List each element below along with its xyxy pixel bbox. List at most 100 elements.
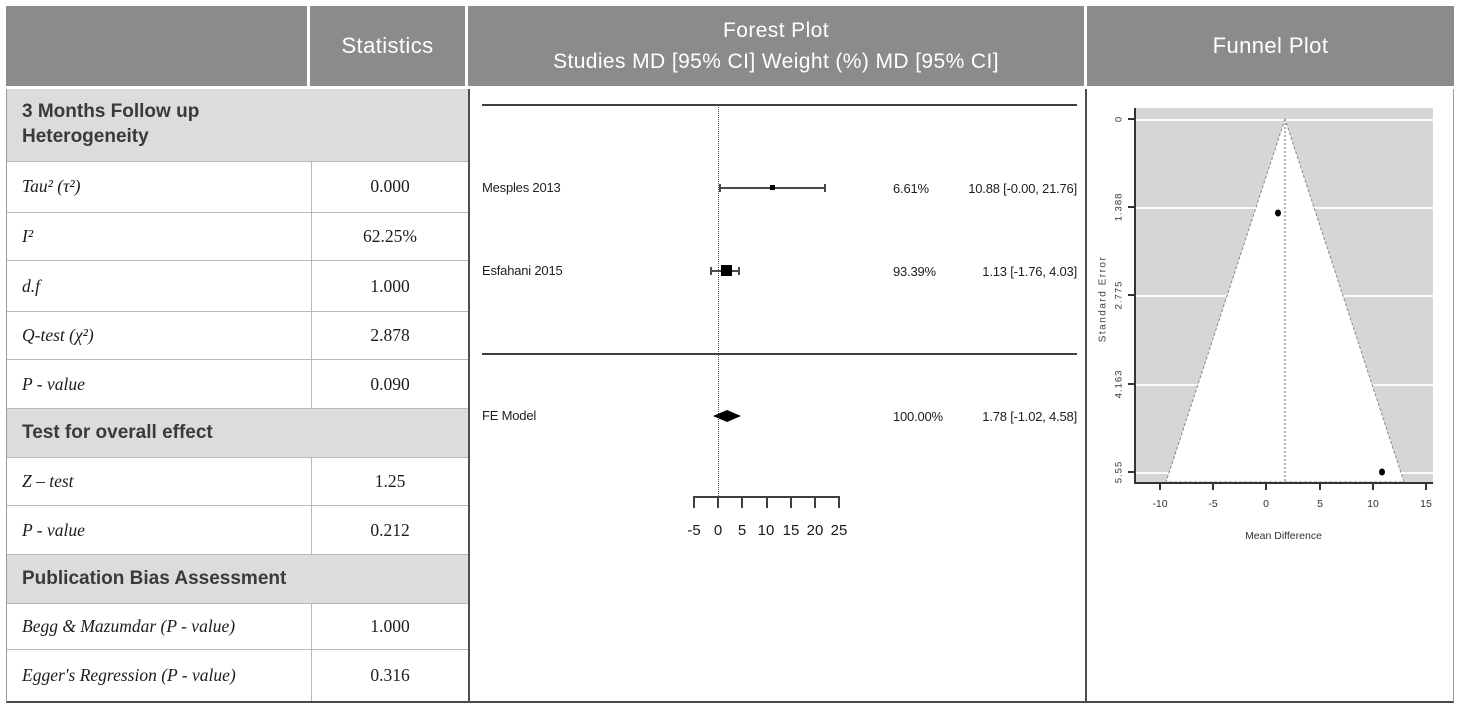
table-row: Tau² (τ²) 0.000 — [7, 160, 468, 212]
forest-plot-title: Forest Plot — [723, 18, 829, 42]
statistics-table: 3 Months Follow up Heterogeneity Tau² (τ… — [6, 89, 468, 703]
y-tick-label: 2.775 — [1113, 280, 1125, 310]
row-value: 0.316 — [311, 650, 468, 701]
axis-tick-label: 5 — [737, 522, 747, 539]
study-label: Esfahani 2015 — [482, 263, 563, 278]
header-cell-statistics: Statistics — [310, 6, 465, 86]
table-row: d.f 1.000 — [7, 260, 468, 312]
row-value: 1.000 — [311, 604, 468, 650]
summary-weight: 100.00% — [893, 409, 943, 424]
table-row: P - value 0.090 — [7, 359, 468, 408]
table-row: Z – test 1.25 — [7, 456, 468, 505]
row-value: 2.878 — [311, 312, 468, 360]
axis-tick-label: 0 — [713, 522, 723, 539]
summary-diamond — [713, 410, 741, 422]
section-title: Test for overall effect — [22, 421, 213, 443]
x-tick-label: 5 — [1317, 498, 1323, 510]
table-row: Begg & Mazumdar (P - value) 1.000 — [7, 603, 468, 650]
funnel-data-point — [1275, 209, 1281, 217]
row-label: Begg & Mazumdar (P - value) — [22, 616, 236, 637]
y-tick-label: 5.55 — [1113, 460, 1125, 484]
axis-tick — [838, 496, 840, 508]
row-label: P - value — [22, 519, 85, 540]
forest-separator-rule — [482, 353, 1077, 355]
point-estimate-marker — [721, 265, 732, 276]
axis-tick — [790, 496, 792, 508]
y-axis-tick — [1128, 118, 1134, 120]
study-estimate: 1.13 [-1.76, 4.03] — [982, 264, 1077, 279]
x-tick-label: 0 — [1263, 498, 1269, 510]
funnel-plot-title: Funnel Plot — [1212, 33, 1329, 58]
forest-zero-line — [718, 105, 719, 498]
funnel-plot: 0 1.388 2.775 4.163 5.55 Standard Error … — [1087, 89, 1454, 703]
header-cell-funnel-plot: Funnel Plot — [1087, 6, 1454, 86]
funnel-region-svg — [1165, 117, 1405, 482]
summary-estimate: 1.78 [-1.02, 4.58] — [982, 409, 1077, 424]
section-header-publication-bias: Publication Bias Assessment — [7, 554, 468, 604]
forest-plot-column-legend: Studies MD [95% CI] Weight (%) MD [95% C… — [553, 50, 999, 73]
table-row: I² 62.25% — [7, 211, 468, 261]
row-value: 62.25% — [311, 212, 468, 261]
ci-cap-right — [738, 267, 740, 275]
statistics-header-label: Statistics — [341, 33, 434, 58]
row-label: Q-test (χ²) — [22, 325, 94, 346]
y-axis-tick — [1128, 471, 1134, 473]
point-estimate-marker — [770, 185, 775, 190]
row-value: 0.212 — [311, 505, 468, 555]
forest-top-rule — [482, 104, 1077, 106]
section-title: 3 Months Follow up Heterogeneity — [22, 101, 200, 147]
header-cell-rowlabels — [6, 6, 307, 86]
x-tick-label: -5 — [1208, 498, 1218, 510]
row-label: P - value — [22, 373, 85, 394]
x-tick-label: 15 — [1420, 498, 1432, 510]
row-value: 1.25 — [311, 457, 468, 505]
summary-label: FE Model — [482, 408, 537, 423]
table-row: Egger's Regression (P - value) 0.316 — [7, 649, 468, 701]
study-estimate: 10.88 [-0.00, 21.76] — [968, 181, 1077, 196]
y-axis-tick — [1128, 383, 1134, 385]
x-tick-label: 10 — [1367, 498, 1379, 510]
axis-tick — [814, 496, 816, 508]
x-axis-label: Mean Difference — [1245, 530, 1322, 542]
x-axis-tick — [1372, 484, 1374, 490]
section-header-heterogeneity: 3 Months Follow up Heterogeneity — [7, 89, 468, 161]
row-label: I² — [22, 226, 34, 247]
row-label: Z – test — [22, 470, 74, 491]
x-axis-tick — [1212, 484, 1214, 490]
section-header-overall-effect: Test for overall effect — [7, 407, 468, 457]
ci-cap-left — [710, 267, 712, 275]
axis-tick — [693, 496, 695, 508]
x-axis-tick — [1159, 484, 1161, 490]
axis-tick-label: 15 — [782, 522, 800, 539]
row-value: 0.000 — [311, 161, 468, 212]
funnel-plot-area — [1134, 108, 1433, 484]
funnel-data-point — [1379, 468, 1385, 476]
x-axis-tick — [1265, 484, 1267, 490]
axis-tick-label: 20 — [806, 522, 824, 539]
row-value: 0.090 — [311, 360, 468, 408]
y-tick-label: 1.388 — [1113, 192, 1125, 222]
forest-plot: Mesples 2013 6.61% 10.88 [-0.00, 21.76] … — [468, 89, 1087, 703]
axis-tick — [766, 496, 768, 508]
x-axis-tick — [1319, 484, 1321, 490]
y-axis-tick — [1128, 206, 1134, 208]
section-title: Publication Bias Assessment — [22, 568, 287, 590]
y-tick-label: 0 — [1113, 115, 1125, 123]
row-label: Tau² (τ²) — [22, 176, 81, 197]
ci-cap-left — [719, 184, 721, 192]
x-axis-tick — [1425, 484, 1427, 490]
table-row: Q-test (χ²) 2.878 — [7, 311, 468, 360]
axis-tick-label: 25 — [830, 522, 848, 539]
ci-cap-right — [824, 184, 826, 192]
y-axis-tick — [1128, 294, 1134, 296]
row-label: Egger's Regression (P - value) — [22, 665, 236, 686]
y-tick-label: 4.163 — [1113, 369, 1125, 399]
study-weight: 93.39% — [893, 264, 936, 279]
y-axis-label: Standard Error — [1097, 255, 1109, 343]
axis-tick — [741, 496, 743, 508]
header-cell-forest-plot: Forest Plot Studies MD [95% CI] Weight (… — [468, 6, 1084, 86]
x-tick-label: -10 — [1152, 498, 1168, 510]
study-label: Mesples 2013 — [482, 180, 561, 195]
study-weight: 6.61% — [893, 181, 929, 196]
